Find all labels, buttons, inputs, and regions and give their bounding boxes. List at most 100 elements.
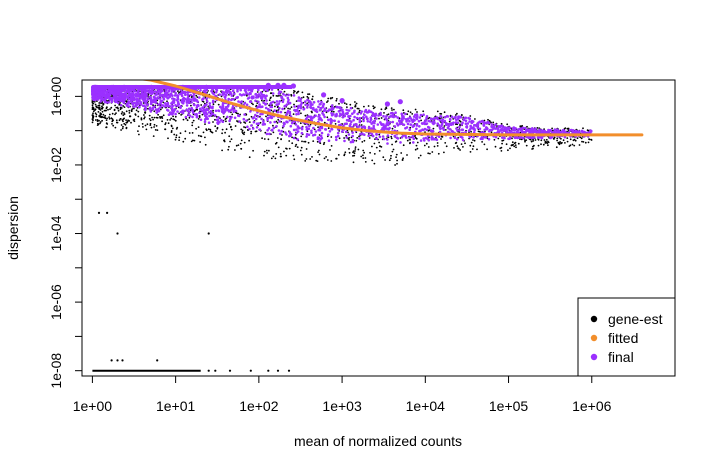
final-point xyxy=(317,100,320,103)
gene-est-outlier-point xyxy=(121,359,124,362)
gene-est-point xyxy=(440,138,442,140)
final-outlier-point xyxy=(290,83,296,89)
gene-est-outlier-point xyxy=(97,211,101,214)
final-point xyxy=(251,127,255,130)
final-point xyxy=(332,106,335,110)
final-point xyxy=(166,96,170,100)
gene-est-point xyxy=(272,94,275,97)
gene-est-point xyxy=(323,121,326,124)
final-point xyxy=(283,104,287,108)
gene-est-point xyxy=(511,141,514,144)
gene-est-point xyxy=(99,122,101,125)
final-point xyxy=(299,99,302,103)
final-point xyxy=(225,90,228,94)
final-point xyxy=(465,125,468,129)
gene-est-point xyxy=(415,137,418,140)
gene-est-point xyxy=(119,106,122,109)
final-point xyxy=(318,126,322,130)
gene-est-point xyxy=(409,111,412,114)
gene-est-point xyxy=(94,112,97,115)
final-point xyxy=(318,103,322,106)
final-point xyxy=(290,121,294,125)
gene-est-point xyxy=(343,137,345,139)
gene-est-point xyxy=(177,90,179,93)
final-point xyxy=(149,97,153,101)
final-point xyxy=(379,121,382,124)
final-point xyxy=(456,121,460,124)
final-outlier-point xyxy=(384,101,390,107)
gene-est-point xyxy=(104,109,107,112)
gene-est-point xyxy=(459,123,461,126)
gene-est-point xyxy=(414,108,417,111)
final-point xyxy=(166,101,170,105)
gene-est-point xyxy=(501,139,504,142)
final-point xyxy=(190,98,193,102)
final-outlier-point xyxy=(265,82,271,88)
final-point xyxy=(287,98,290,102)
gene-est-point xyxy=(300,135,303,138)
gene-est-point xyxy=(263,150,266,153)
gene-est-point xyxy=(295,105,298,108)
final-point xyxy=(520,128,524,132)
final-point xyxy=(237,114,241,118)
gene-est-point xyxy=(101,119,103,122)
y-tick-label: 1e-08 xyxy=(48,353,64,389)
final-point xyxy=(377,114,380,117)
gene-est-point xyxy=(138,125,140,128)
final-point xyxy=(419,113,423,117)
gene-est-point xyxy=(525,144,528,147)
gene-est-point xyxy=(358,109,361,112)
final-point xyxy=(409,123,413,126)
final-point xyxy=(275,125,278,128)
final-point xyxy=(180,94,184,98)
gene-est-point xyxy=(564,127,567,129)
gene-est-point xyxy=(383,112,385,114)
final-point xyxy=(185,108,188,112)
gene-est-point xyxy=(311,95,314,98)
gene-est-point xyxy=(506,123,509,126)
final-point xyxy=(203,118,207,121)
gene-est-point xyxy=(156,129,159,132)
gene-est-point xyxy=(480,122,483,125)
gene-est-point xyxy=(120,124,123,126)
final-point xyxy=(285,120,289,124)
final-point xyxy=(245,92,248,95)
final-point xyxy=(355,123,358,126)
final-point xyxy=(191,111,195,114)
gene-est-point xyxy=(420,119,422,122)
final-outlier-point xyxy=(281,82,287,88)
final-point xyxy=(183,90,187,94)
final-point xyxy=(221,120,225,123)
gene-est-outlier-point xyxy=(207,232,210,235)
gene-est-point xyxy=(406,113,409,116)
gene-est-point xyxy=(582,141,585,143)
gene-est-point xyxy=(102,116,104,119)
final-point xyxy=(236,95,239,99)
gene-est-point xyxy=(112,124,115,127)
gene-est-point xyxy=(551,127,553,130)
final-point xyxy=(400,135,404,139)
final-point xyxy=(408,119,411,123)
y-tick-label: 1e-02 xyxy=(48,147,64,183)
gene-est-point xyxy=(300,153,303,156)
gene-est-point xyxy=(204,136,206,139)
final-point xyxy=(472,126,475,129)
gene-est-point xyxy=(391,127,394,130)
final-point xyxy=(338,112,342,116)
final-point xyxy=(116,92,119,96)
final-point xyxy=(159,99,162,103)
final-point xyxy=(265,94,268,98)
final-point xyxy=(288,130,292,134)
final-point xyxy=(223,92,226,96)
final-point xyxy=(297,99,300,102)
final-point xyxy=(295,131,298,135)
gene-est-point xyxy=(476,148,478,151)
gene-est-point xyxy=(120,129,122,131)
gene-est-point xyxy=(234,125,237,127)
final-point xyxy=(382,123,385,126)
gene-est-point xyxy=(293,103,295,106)
gene-est-point xyxy=(348,139,350,141)
gene-est-point xyxy=(235,144,238,147)
final-point xyxy=(406,117,410,121)
gene-est-point xyxy=(98,107,101,110)
